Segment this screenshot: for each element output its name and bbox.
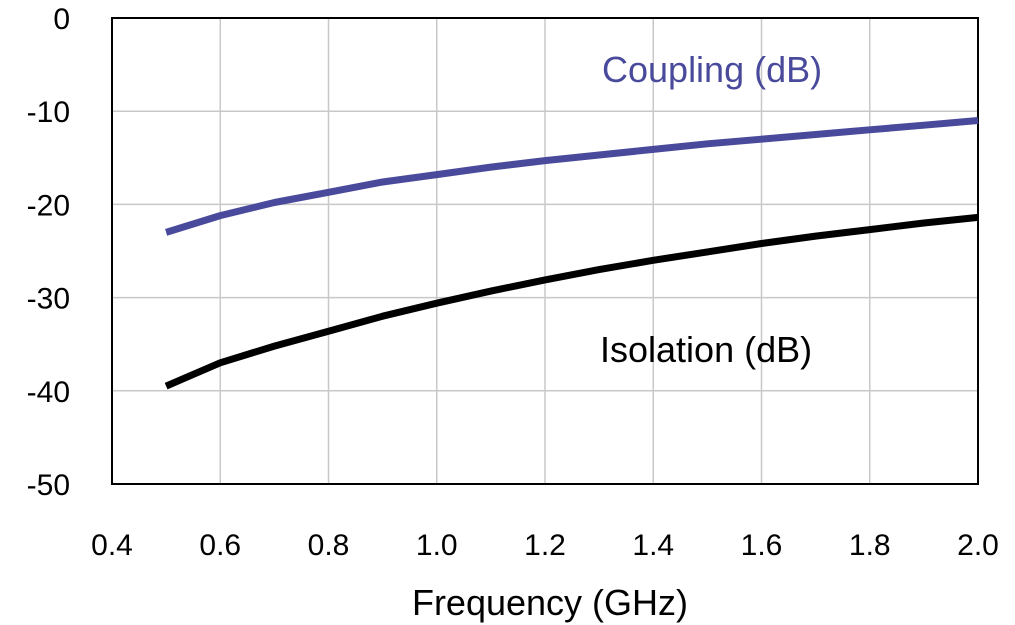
- y-tick-label: -30: [27, 283, 70, 316]
- x-tick-label: 1.0: [416, 529, 458, 562]
- x-tick-label: 2.0: [957, 529, 999, 562]
- y-tick-label: -10: [27, 96, 70, 129]
- x-axis-ticks: 0.4 0.6 0.8 1.0 1.2 1.4 1.6 1.8 2.0: [91, 529, 999, 562]
- x-tick-label: 1.2: [524, 529, 566, 562]
- x-tick-label: 0.4: [91, 529, 133, 562]
- y-tick-label: -40: [27, 376, 70, 409]
- x-tick-label: 0.8: [308, 529, 350, 562]
- series-group: [164, 117, 979, 390]
- series-label-isolation: Isolation (dB): [600, 329, 812, 370]
- x-tick-label: 1.8: [849, 529, 891, 562]
- y-tick-label: -50: [27, 469, 70, 502]
- grid: [111, 17, 979, 485]
- y-axis-ticks: 0 -10 -20 -30 -40 -50: [27, 3, 70, 502]
- x-tick-label: 1.6: [741, 529, 783, 562]
- y-tick-label: -20: [27, 189, 70, 222]
- plot-frame: [111, 17, 979, 485]
- x-tick-label: 1.4: [632, 529, 674, 562]
- series-line-coupling: [165, 117, 979, 236]
- series-label-coupling: Coupling (dB): [602, 49, 822, 90]
- y-tick-label: 0: [53, 3, 70, 36]
- series-line-isolation: [164, 213, 979, 390]
- x-axis-title: Frequency (GHz): [412, 582, 688, 623]
- x-tick-label: 0.6: [199, 529, 241, 562]
